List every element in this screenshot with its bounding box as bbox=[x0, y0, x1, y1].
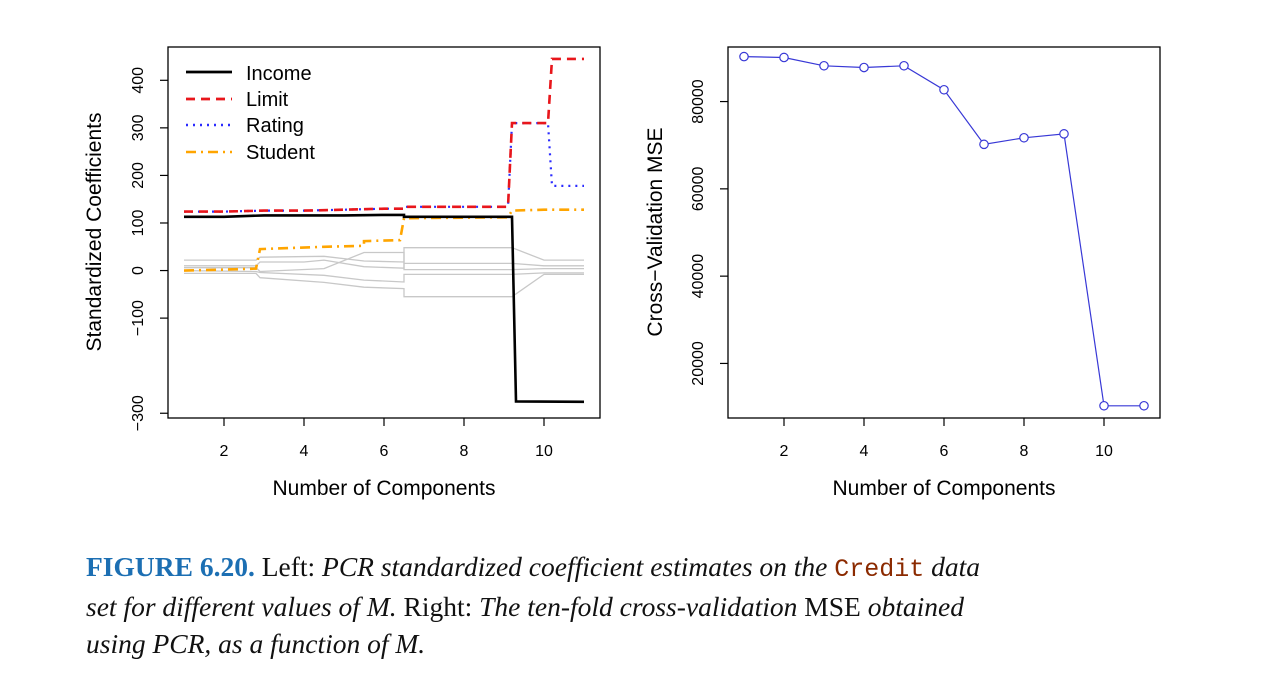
right-x-axis: 2 4 6 8 10 bbox=[780, 418, 1113, 460]
caption-left-word: Left: bbox=[261, 551, 316, 582]
caption-figure-label: FIGURE 6.20. bbox=[86, 551, 255, 582]
caption-line3: using PCR, as a function of bbox=[86, 628, 389, 659]
cv-mse-point bbox=[899, 60, 909, 71]
legend-income-label: Income bbox=[246, 63, 312, 85]
caption-period2: . bbox=[418, 628, 426, 659]
series-income-line bbox=[184, 213, 585, 404]
right-ytick-label: 40000 bbox=[690, 254, 707, 299]
series-limit-line bbox=[184, 57, 584, 213]
left-xtick-label: 8 bbox=[460, 443, 469, 460]
caption-obtained-word: obtained bbox=[867, 591, 964, 622]
right-ytick-label: 60000 bbox=[690, 167, 707, 212]
caption-right-text: The ten-fold cross-validation bbox=[479, 591, 798, 622]
cv-mse-point bbox=[739, 51, 749, 62]
figure-caption: FIGURE 6.20. Left: PCR standardized coef… bbox=[86, 548, 1186, 662]
legend-rating-label: Rating bbox=[246, 115, 304, 137]
caption-m2: M bbox=[395, 628, 419, 659]
cv-mse-point bbox=[779, 52, 789, 63]
right-xtick-label: 8 bbox=[1020, 443, 1029, 460]
left-series-group bbox=[183, 57, 585, 404]
left-ytick-label: 100 bbox=[130, 210, 147, 237]
caption-line2: set for different values of bbox=[86, 591, 360, 622]
right-xtick-label: 2 bbox=[780, 443, 789, 460]
cv-mse-point bbox=[939, 84, 949, 95]
right-chart: 2 4 6 8 10 20000 40000 60000 80000 Number of Co… bbox=[644, 46, 1161, 500]
legend-limit-label: Limit bbox=[246, 89, 289, 111]
left-plot-frame bbox=[167, 46, 601, 419]
series-student-line bbox=[183, 208, 584, 272]
cv-mse-point bbox=[979, 139, 989, 150]
series-other3-line bbox=[183, 269, 584, 283]
series-rating-line bbox=[184, 122, 584, 213]
right-xlabel: Number of Components bbox=[833, 477, 1056, 500]
series-other1-line bbox=[184, 247, 584, 263]
series-other5-line bbox=[184, 251, 584, 273]
left-xtick-label: 4 bbox=[300, 443, 309, 460]
cv-mse-point bbox=[1059, 129, 1069, 139]
left-y-axis: −300 −100 0 100 200 300 400 bbox=[130, 67, 168, 431]
left-ytick-label: −300 bbox=[130, 395, 147, 431]
caption-m1: M bbox=[366, 591, 390, 622]
right-xtick-label: 6 bbox=[940, 443, 949, 460]
cv-mse-line bbox=[743, 56, 1144, 407]
cv-mse-point bbox=[819, 60, 829, 71]
cv-mse-point bbox=[1099, 400, 1109, 411]
caption-mse-word: MSE bbox=[804, 591, 861, 622]
cv-mse-point bbox=[1019, 132, 1029, 143]
left-x-axis: 2 4 6 8 10 bbox=[220, 418, 553, 460]
legend-student-label: Student bbox=[246, 142, 315, 164]
right-ytick-label: 20000 bbox=[690, 341, 707, 386]
caption-left-text: PCR standardized coefficient estimates o… bbox=[322, 551, 828, 582]
left-chart: 2 4 6 8 10 −300 −100 0 100 200 300 400 Number of C… bbox=[83, 46, 601, 500]
caption-period1: . bbox=[389, 591, 397, 622]
left-ylabel: Standardized Coefficients bbox=[83, 113, 106, 352]
cv-mse-point bbox=[1139, 400, 1149, 411]
left-xtick-label: 10 bbox=[535, 443, 553, 460]
left-ytick-label: −100 bbox=[130, 300, 147, 336]
right-xtick-label: 4 bbox=[860, 443, 869, 460]
caption-data-word: data bbox=[931, 551, 981, 582]
left-xlabel: Number of Components bbox=[273, 477, 496, 500]
left-xtick-label: 6 bbox=[380, 443, 389, 460]
caption-right-word: Right: bbox=[403, 591, 473, 622]
legend: Income Limit Rating Student bbox=[186, 63, 315, 164]
cv-mse-point bbox=[859, 62, 869, 73]
left-ytick-label: 200 bbox=[130, 162, 147, 189]
series-other2-line bbox=[184, 259, 584, 269]
right-plot-frame bbox=[727, 46, 1161, 419]
right-series-group bbox=[739, 51, 1149, 411]
right-ytick-label: 80000 bbox=[690, 79, 707, 124]
right-y-axis: 20000 40000 60000 80000 bbox=[690, 79, 728, 386]
left-ytick-label: 0 bbox=[130, 266, 147, 275]
right-ylabel: Cross−Validation MSE bbox=[644, 127, 667, 336]
right-xtick-label: 10 bbox=[1095, 443, 1113, 460]
series-other4-line bbox=[184, 272, 584, 298]
left-xtick-label: 2 bbox=[220, 443, 229, 460]
caption-code-word: Credit bbox=[834, 555, 925, 584]
left-ytick-label: 300 bbox=[130, 114, 147, 141]
left-ytick-label: 400 bbox=[130, 67, 147, 94]
